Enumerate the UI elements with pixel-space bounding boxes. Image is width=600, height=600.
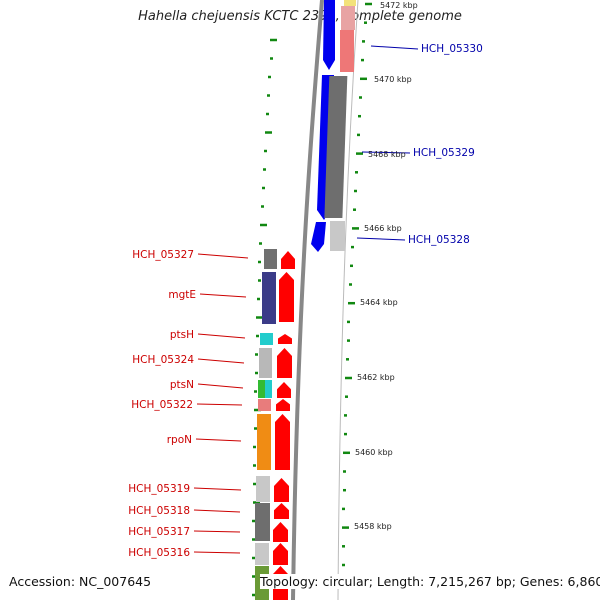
forward-gene-arrow[interactable] xyxy=(273,522,288,542)
left-connector-line xyxy=(197,253,249,259)
gene-label-ptsn[interactable]: ptsN xyxy=(170,379,194,391)
gene-block-hch05330-blue[interactable] xyxy=(323,0,335,70)
forward-gene-arrow[interactable] xyxy=(274,503,289,519)
gene-feature-block[interactable] xyxy=(257,414,271,470)
scale-label: 5460 kbp xyxy=(355,448,393,457)
right-gene-labels: HCH_05330 HCH_05329 HCH_05328 xyxy=(408,43,483,246)
left-label-connectors xyxy=(193,253,249,554)
scale-labels: 5472 kbp 5470 kbp 5468 kbp 5466 kbp 5464 kbp… xyxy=(354,1,418,531)
forward-gene-arrow[interactable] xyxy=(277,348,292,378)
gene-label-hch_05322[interactable]: HCH_05322 xyxy=(131,399,193,411)
gene-label-hch_05330[interactable]: HCH_05330 xyxy=(421,43,483,55)
scale-label: 5468 kbp xyxy=(368,150,406,159)
scale-label: 5462 kbp xyxy=(357,373,395,382)
left-gene-labels: HCH_05327 mgtE ptsH HCH_05324 ptsN HCH_05322r… xyxy=(128,249,196,559)
right-label-connectors xyxy=(356,45,419,241)
backbone-curve-inner xyxy=(337,0,359,600)
right-scale-ticks xyxy=(342,2,372,585)
left-connector-line xyxy=(193,509,241,513)
feature-lightgray-upper xyxy=(330,221,345,251)
gene-label-hch_05324[interactable]: HCH_05324 xyxy=(132,354,194,366)
left-connector-line xyxy=(193,551,241,554)
left-connector-line xyxy=(196,403,243,406)
gene-feature-block[interactable] xyxy=(264,249,277,269)
left-connector-line xyxy=(199,293,247,298)
feature-pink-top xyxy=(341,6,355,30)
forward-gene-arrow[interactable] xyxy=(277,382,291,398)
gene-label-hch_05318[interactable]: HCH_05318 xyxy=(128,505,190,517)
left-connector-line xyxy=(197,358,245,364)
forward-gene-arrow[interactable] xyxy=(278,334,292,344)
gene-feature-block[interactable] xyxy=(262,272,276,324)
gene-feature-block[interactable] xyxy=(258,380,265,398)
gene-label-hch_05327[interactable]: HCH_05327 xyxy=(132,249,194,261)
left-connector-line xyxy=(195,438,242,442)
right-connector-line xyxy=(356,237,406,241)
feature-salmon xyxy=(340,30,354,72)
gene-feature-block[interactable] xyxy=(265,380,272,398)
forward-strand-arrows xyxy=(273,251,295,600)
backbone-curve-outer xyxy=(291,0,324,600)
scale-label: 5466 kbp xyxy=(364,224,402,233)
forward-gene-arrow[interactable] xyxy=(279,272,294,322)
forward-gene-arrow[interactable] xyxy=(281,251,295,269)
gene-feature-block[interactable] xyxy=(255,543,269,565)
gene-label-rpon[interactable]: rpoN xyxy=(167,434,192,446)
gene-label-ptsh[interactable]: ptsH xyxy=(170,329,194,341)
scale-label: 5464 kbp xyxy=(360,298,398,307)
left-scale-ticks xyxy=(252,38,277,597)
gene-block-hch05328-blue[interactable] xyxy=(311,222,326,252)
gene-label-hch_05316[interactable]: HCH_05316 xyxy=(128,547,190,559)
topology-label: Topology: circular; Length: 7,215,267 bp… xyxy=(260,574,600,589)
gene-label-hch_05317[interactable]: HCH_05317 xyxy=(128,526,190,538)
feature-gray-upper xyxy=(324,76,348,218)
right-connector-line xyxy=(361,151,411,154)
forward-gene-arrow[interactable] xyxy=(273,543,288,565)
scale-label: 5470 kbp xyxy=(374,75,412,84)
gene-feature-block[interactable] xyxy=(255,503,270,541)
gene-label-mgte[interactable]: mgtE xyxy=(168,289,196,301)
feature-yellow xyxy=(344,0,356,6)
gene-label-hch_05328[interactable]: HCH_05328 xyxy=(408,234,470,246)
accession-label: Accession: NC_007645 xyxy=(9,574,152,589)
left-connector-line xyxy=(193,530,241,533)
gene-feature-block[interactable] xyxy=(256,476,270,502)
left-connector-line xyxy=(193,487,242,491)
gene-feature-block[interactable] xyxy=(259,348,272,378)
scale-label: 5458 kbp xyxy=(354,522,392,531)
gene-label-hch_05329[interactable]: HCH_05329 xyxy=(413,147,475,159)
genome-title: Hahella chejuensis KCTC 2396, complete g… xyxy=(138,9,462,24)
forward-gene-arrow[interactable] xyxy=(275,414,290,470)
forward-gene-arrow[interactable] xyxy=(276,399,290,411)
left-connector-line xyxy=(197,333,246,339)
left-gene-features xyxy=(255,249,277,600)
gene-label-hch_05319[interactable]: HCH_05319 xyxy=(128,483,190,495)
forward-gene-arrow[interactable] xyxy=(274,478,289,502)
gene-feature-block[interactable] xyxy=(258,399,271,411)
gene-feature-block[interactable] xyxy=(260,333,273,345)
scale-label: 5472 kbp xyxy=(380,1,418,10)
left-connector-line xyxy=(197,383,244,389)
right-connector-line xyxy=(370,45,419,50)
